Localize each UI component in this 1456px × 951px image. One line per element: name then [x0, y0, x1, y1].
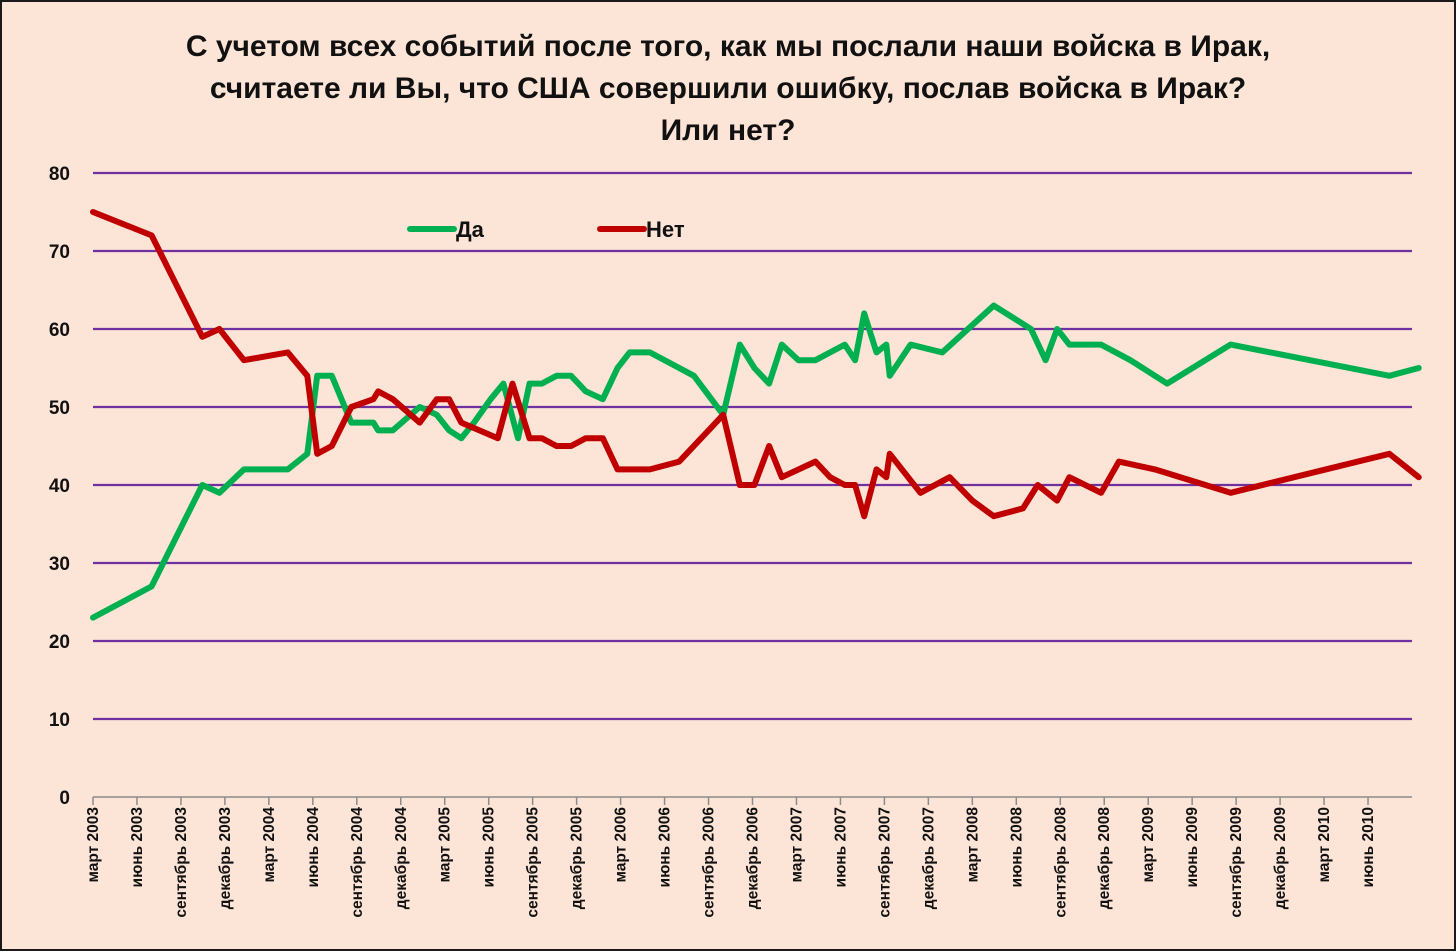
- x-tick-label: март 2005: [437, 807, 454, 883]
- x-tick-label: июнь 2010: [1360, 807, 1377, 887]
- series-lines: [90, 209, 1422, 621]
- x-tick-label: декабрь 2006: [745, 807, 762, 910]
- y-tick-label: 60: [49, 320, 70, 341]
- chart-title-line-2: считаете ли Вы, что США совершили ошибку…: [210, 72, 1246, 105]
- chart-title: С учетом всех событий после того, как мы…: [186, 30, 1270, 147]
- y-tick-label: 30: [49, 554, 70, 575]
- x-tick-label: март 2004: [261, 807, 278, 883]
- x-tick-label: июнь 2004: [305, 807, 322, 888]
- x-tick-label: июнь 2007: [832, 807, 849, 887]
- x-tick-label: март 2003: [85, 807, 102, 883]
- x-tick-label: март 2010: [1316, 807, 1333, 883]
- x-tick-label: март 2008: [964, 807, 981, 883]
- x-tick-label: март 2009: [1140, 807, 1157, 883]
- legend-label-da: Да: [456, 217, 485, 242]
- y-tick-label: 70: [49, 242, 70, 263]
- x-tick-label: сентябрь 2004: [349, 807, 366, 918]
- y-axis-ticks: 0 10 20 30 40 50 60 70 80: [49, 164, 70, 809]
- x-tick-label: июнь 2008: [1008, 807, 1025, 888]
- y-tick-label: 20: [49, 632, 70, 653]
- x-tick-label: сентябрь 2009: [1228, 807, 1245, 918]
- x-tick-label: март 2007: [788, 807, 805, 883]
- y-tick-label: 10: [49, 710, 70, 731]
- x-tick-label: июнь 2003: [129, 807, 146, 888]
- x-tick-label: сентябрь 2006: [701, 807, 718, 918]
- y-tick-label: 40: [49, 476, 70, 497]
- y-tick-label: 50: [49, 398, 70, 419]
- x-tick-label: декабрь 2009: [1272, 807, 1289, 910]
- x-tick-label: декабрь 2004: [393, 807, 410, 910]
- legend: Да Нет: [407, 217, 685, 242]
- x-tick-label: сентябрь 2008: [1052, 807, 1069, 918]
- x-tick-label: декабрь 2008: [1096, 807, 1113, 910]
- x-tick-label: сентябрь 2003: [173, 807, 190, 918]
- x-tick-label: сентябрь 2005: [525, 807, 542, 918]
- x-tick-label: июнь 2006: [657, 807, 674, 888]
- gridlines: [93, 171, 1412, 721]
- x-tick-label: июнь 2005: [481, 807, 498, 888]
- legend-label-net: Нет: [646, 217, 685, 242]
- x-axis: март 2003 июнь 2003 сентябрь 2003 декабрь 2…: [85, 796, 1412, 918]
- y-tick-label: 0: [59, 788, 70, 809]
- chart-title-line-3: Или нет?: [661, 114, 796, 147]
- y-tick-label: 80: [49, 164, 70, 185]
- series-line-da: [90, 302, 1422, 621]
- x-tick-label: июнь 2009: [1184, 807, 1201, 888]
- x-tick-label: декабрь 2007: [920, 807, 937, 909]
- x-tick-label: март 2006: [613, 807, 630, 883]
- x-tick-label: сентябрь 2007: [876, 807, 893, 918]
- series-line-net: [90, 209, 1422, 520]
- x-tick-label: декабрь 2003: [217, 807, 234, 910]
- chart-title-line-1: С учетом всех событий после того, как мы…: [186, 30, 1270, 63]
- x-tick-label: декабрь 2005: [569, 807, 586, 910]
